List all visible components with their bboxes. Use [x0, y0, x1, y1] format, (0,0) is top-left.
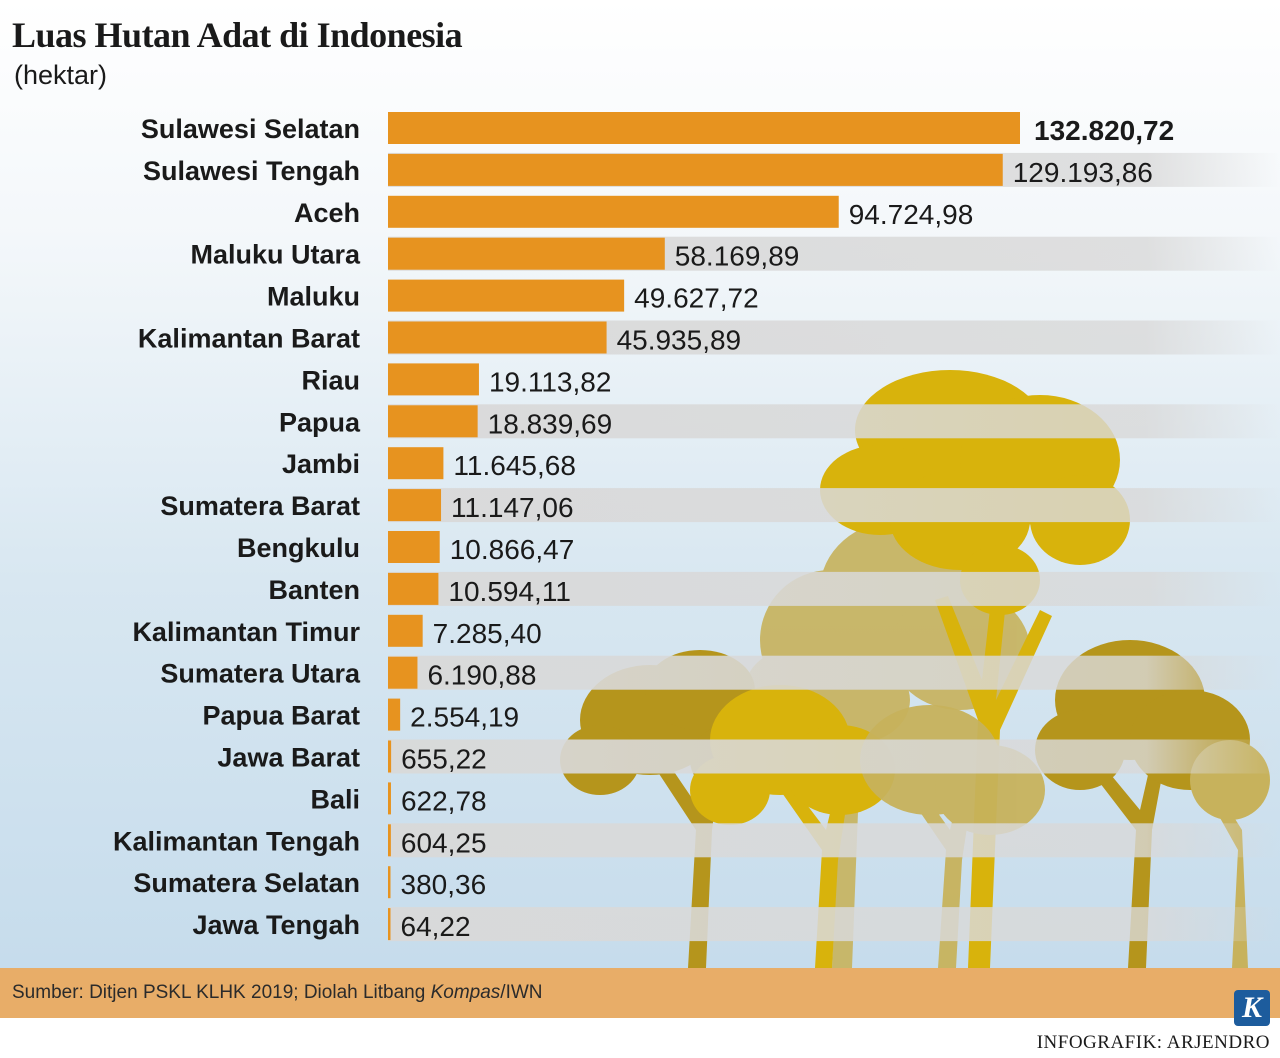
bar [388, 824, 391, 857]
category-label: Kalimantan Timur [132, 617, 360, 647]
bar [388, 112, 1020, 144]
row-band [388, 655, 1280, 690]
value-label: 11.147,06 [451, 492, 574, 523]
category-label: Riau [301, 365, 360, 395]
value-label: 380,36 [401, 869, 487, 900]
bar [388, 740, 392, 773]
value-label: 19.113,82 [489, 366, 612, 397]
row-band [388, 404, 1280, 439]
kompas-logo: K [1234, 990, 1270, 1026]
value-label: 18.839,69 [488, 408, 613, 439]
bar [388, 866, 391, 899]
category-label: Bengkulu [237, 533, 360, 563]
category-label: Maluku [267, 282, 360, 312]
bar [388, 572, 439, 605]
bar [388, 237, 665, 270]
value-label: 622,78 [401, 785, 487, 816]
value-label: 10.866,47 [450, 534, 575, 565]
source-prefix: Sumber: Ditjen PSKL KLHK 2019; Diolah Li… [12, 982, 431, 1003]
row-band [388, 488, 1280, 523]
footer-bar: Sumber: Ditjen PSKL KLHK 2019; Diolah Li… [0, 968, 1280, 1018]
row-band [388, 571, 1280, 606]
value-label: 58.169,89 [675, 241, 800, 272]
bar [388, 614, 423, 647]
value-label: 6.190,88 [427, 660, 536, 691]
bar [388, 279, 625, 312]
category-label: Bali [310, 784, 360, 814]
category-label: Sumatera Utara [160, 659, 361, 689]
row-band [388, 823, 1280, 858]
bar [388, 363, 479, 396]
category-label: Maluku Utara [190, 240, 361, 270]
value-label: 64,22 [401, 911, 471, 942]
bar [388, 153, 1003, 186]
category-label: Banten [268, 575, 360, 605]
bar [388, 531, 440, 563]
category-label: Sulawesi Tengah [143, 156, 360, 186]
category-label: Kalimantan Tengah [113, 826, 360, 856]
bar [388, 405, 478, 438]
category-label: Papua Barat [202, 701, 360, 731]
category-label: Jambi [282, 449, 360, 479]
category-label: Sumatera Selatan [133, 868, 360, 898]
category-label: Papua [279, 407, 361, 437]
value-label: 129.193,86 [1013, 157, 1153, 188]
chart-unit-label: (hektar) [14, 60, 108, 90]
bar [388, 489, 442, 522]
source-italic: Kompas [430, 982, 501, 1003]
row-band [388, 739, 1280, 774]
value-label: 11.645,68 [453, 450, 576, 481]
value-label: 132.820,72 [1034, 115, 1174, 146]
bar [388, 195, 839, 228]
category-label: Aceh [294, 198, 360, 228]
value-label: 7.285,40 [433, 618, 542, 649]
value-label: 45.935,89 [617, 325, 742, 356]
bar-chart: Sulawesi Selatan 132.820,72 Sulawesi Tenga… [113, 112, 1280, 942]
bar [388, 782, 391, 815]
value-label: 2.554,19 [410, 702, 519, 733]
value-label: 10.594,11 [448, 576, 571, 607]
chart-title: Luas Hutan Adat di Indonesia [12, 15, 463, 55]
value-label: 655,22 [401, 744, 487, 775]
source-suffix: /IWN [500, 982, 543, 1003]
infographic-credit: INFOGRAFIK: ARJENDRO [1036, 1032, 1270, 1053]
category-label: Sulawesi Selatan [141, 114, 360, 144]
bar [388, 447, 444, 480]
value-label: 94.724,98 [849, 199, 974, 230]
category-label: Jawa Barat [217, 743, 360, 773]
value-label: 604,25 [401, 827, 487, 858]
category-label: Sumatera Barat [160, 491, 360, 521]
row-band [388, 907, 1280, 942]
bar [388, 656, 418, 689]
bar [388, 908, 391, 941]
category-label: Kalimantan Barat [138, 324, 360, 354]
value-label: 49.627,72 [634, 283, 759, 314]
bar [388, 321, 607, 354]
source-note: Sumber: Ditjen PSKL KLHK 2019; Diolah Li… [12, 982, 543, 1004]
category-label: Jawa Tengah [192, 910, 360, 940]
bar [388, 698, 401, 731]
